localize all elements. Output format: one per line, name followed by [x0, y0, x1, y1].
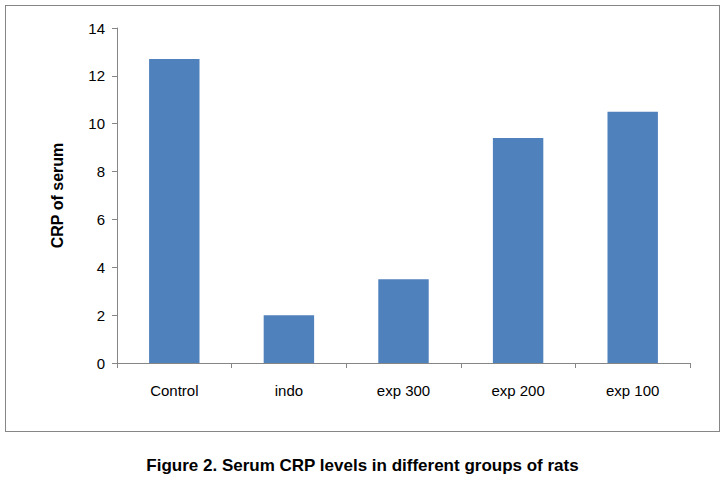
svg-text:2: 2	[97, 307, 105, 324]
svg-text:Figure 2. Serum CRP levels in: Figure 2. Serum CRP levels in different …	[146, 456, 578, 475]
svg-text:exp 100: exp 100	[606, 382, 659, 399]
svg-text:14: 14	[88, 20, 105, 37]
svg-text:4: 4	[97, 259, 105, 276]
svg-text:6: 6	[97, 211, 105, 228]
svg-text:10: 10	[88, 115, 105, 132]
svg-text:exp 200: exp 200	[491, 382, 544, 399]
svg-text:Control: Control	[150, 382, 198, 399]
svg-text:indo: indo	[275, 382, 303, 399]
svg-text:CRP of serum: CRP of serum	[49, 143, 66, 249]
svg-text:12: 12	[88, 67, 105, 84]
svg-text:0: 0	[97, 355, 105, 372]
svg-text:8: 8	[97, 163, 105, 180]
svg-text:exp 300: exp 300	[377, 382, 430, 399]
